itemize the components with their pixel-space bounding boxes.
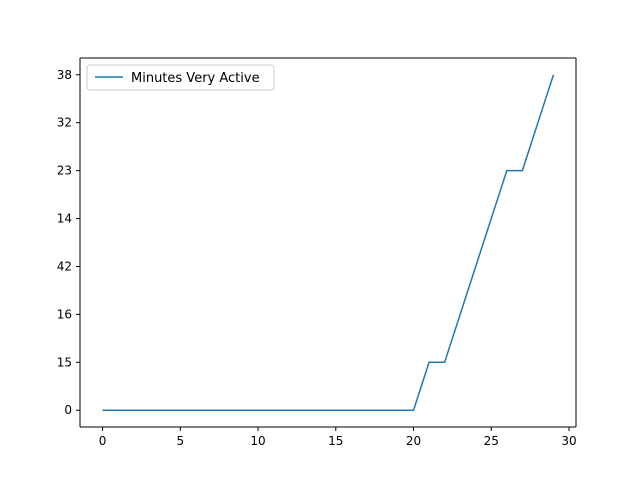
x-tick-label: 0 — [99, 434, 107, 448]
y-tick-label: 16 — [57, 307, 72, 321]
x-tick-label: 5 — [176, 434, 184, 448]
y-tick-label: 38 — [57, 68, 72, 82]
legend-box — [86, 64, 275, 91]
x-tick-label: 30 — [561, 434, 576, 448]
y-tick-label: 15 — [57, 355, 72, 369]
x-tick-label: 20 — [406, 434, 421, 448]
y-tick-label: 0 — [64, 403, 72, 417]
legend: Minutes Very Active — [86, 64, 275, 91]
y-axis-ticks: 0 15 16 42 14 23 32 38 — [57, 68, 80, 417]
x-tick-label: 10 — [250, 434, 265, 448]
x-tick-label: 25 — [484, 434, 499, 448]
legend-label: Minutes Very Active — [131, 71, 260, 86]
y-tick-label: 32 — [57, 116, 72, 130]
y-tick-label: 14 — [57, 212, 72, 226]
series-layer — [102, 74, 555, 411]
x-axis-ticks: 0 5 10 15 20 25 30 — [99, 427, 577, 448]
y-tick-label: 23 — [57, 164, 72, 178]
plot-area — [80, 58, 576, 427]
y-tick-label: 42 — [57, 259, 72, 273]
axes-layer — [79, 57, 577, 428]
series-line-minutes-very-active — [102, 74, 555, 411]
x-tick-label: 15 — [328, 434, 343, 448]
